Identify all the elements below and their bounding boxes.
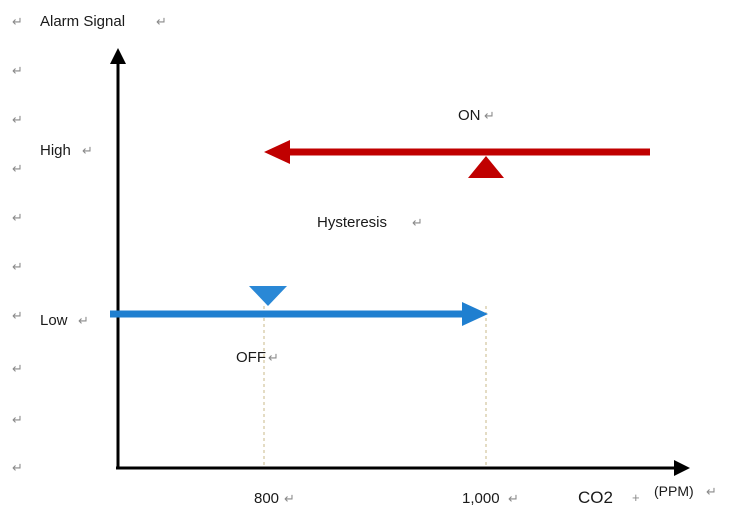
- off-annotation: OFF: [236, 349, 266, 366]
- low-state-arrow: [110, 302, 488, 326]
- paragraph-mark: ↵: [284, 491, 295, 506]
- paragraph-mark: ↵: [268, 350, 279, 365]
- low-level-label: Low: [40, 312, 68, 329]
- paragraph-mark: ↵: [82, 143, 93, 158]
- off-threshold-value: 800: [254, 490, 279, 507]
- paragraph-mark: ↵: [12, 308, 23, 323]
- y-axis-label: Alarm Signal: [40, 13, 125, 30]
- paragraph-marks: ↵ ↵ ↵ ↵ ↵ ↵ ↵ ↵ ↵ ↵: [12, 14, 23, 475]
- on-transition-arrow: [468, 156, 504, 308]
- on-annotation: ON: [458, 107, 481, 124]
- x-axis-label: CO2: [578, 488, 613, 507]
- off-transition-arrow: [249, 158, 287, 306]
- paragraph-mark: ↵: [12, 112, 23, 127]
- paragraph-mark: ↵: [484, 108, 495, 123]
- axes: [110, 48, 690, 476]
- x-axis-arrowhead: [674, 460, 690, 476]
- paragraph-mark: ↵: [78, 313, 89, 328]
- x-axis-unit: (PPM): [654, 483, 694, 499]
- paragraph-mark: ↵: [12, 412, 23, 427]
- hysteresis-annotation: Hysteresis: [317, 214, 387, 231]
- paragraph-mark: ↵: [12, 14, 23, 29]
- anchor-mark: +: [632, 490, 640, 505]
- paragraph-mark: ↵: [508, 491, 519, 506]
- high-state-arrow: [264, 140, 650, 164]
- paragraph-mark: ↵: [412, 215, 423, 230]
- paragraph-mark: ↵: [706, 484, 717, 499]
- y-axis-arrowhead: [110, 48, 126, 64]
- paragraph-mark: ↵: [12, 63, 23, 78]
- on-threshold-value: 1,000: [462, 490, 500, 507]
- paragraph-mark: ↵: [12, 210, 23, 225]
- paragraph-mark: ↵: [12, 361, 23, 376]
- paragraph-mark: ↵: [12, 259, 23, 274]
- paragraph-mark: ↵: [156, 14, 167, 29]
- paragraph-mark: ↵: [12, 161, 23, 176]
- paragraph-mark: ↵: [12, 460, 23, 475]
- high-level-label: High: [40, 142, 71, 159]
